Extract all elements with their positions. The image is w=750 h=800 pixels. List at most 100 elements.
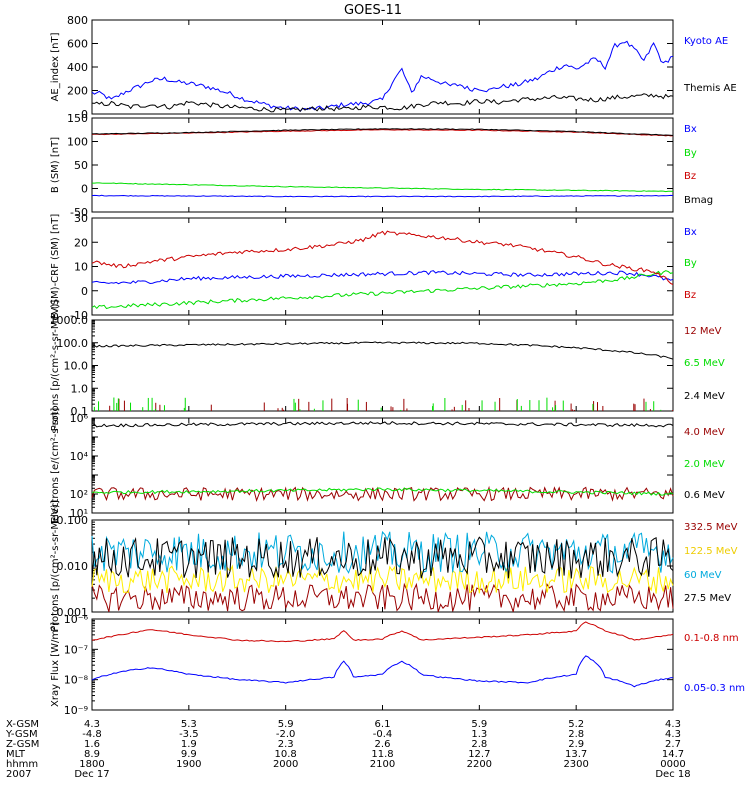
ephem-cell: Dec 17 <box>74 769 109 780</box>
ytick-label: 0 <box>81 108 88 121</box>
ytick-label: 0.100 <box>57 514 89 527</box>
ephem-cell: 5.9 <box>471 719 487 730</box>
ytick-label: -10 <box>70 309 88 322</box>
legend-protons2-0: 332.5 MeV <box>684 522 738 533</box>
ytick-label: 400 <box>67 61 88 74</box>
ytick-label: 10⁴ <box>70 450 89 463</box>
ytick-label: 800 <box>67 14 88 27</box>
ephemeris-table: X-GSMY-GSMZ-GSMMLThhmm20074.3-4.81.68.91… <box>5 719 691 780</box>
ephem-cell: 1900 <box>176 759 201 770</box>
legend-bcrf-2: Bz <box>684 290 696 301</box>
ephem-cell: 2300 <box>563 759 588 770</box>
axes-frame-protons1 <box>91 319 674 412</box>
ephem-cell: 2.7 <box>665 739 681 750</box>
ephem-cell: Dec 18 <box>655 769 690 780</box>
ytick-label: 10⁻⁶ <box>64 613 89 626</box>
ephem-cell: 14.7 <box>662 749 684 760</box>
ylabel-electrons: Electrons [e/(cm²-s-sr)] <box>50 408 61 524</box>
ephem-cell: 9.9 <box>181 749 197 760</box>
ephem-cell: 1.9 <box>181 739 197 750</box>
ephem-cell: 5.3 <box>181 719 197 730</box>
legend-bsm-0: Bx <box>684 124 697 135</box>
ephem-row-label: Y-GSM <box>5 729 38 740</box>
ylabel-protons1: Protons [p/(cm²-s-sr-MeV)] <box>50 300 61 432</box>
ytick-label: 0.010 <box>57 560 89 573</box>
ytick-label: 600 <box>67 38 88 51</box>
ytick-label: 0 <box>81 183 88 196</box>
ytick-label: 10⁶ <box>70 412 89 425</box>
series-protons2-3325mev <box>91 582 674 613</box>
ytick-label: 0 <box>81 285 88 298</box>
ytick-label: 30 <box>74 212 88 225</box>
series-electrons-40mev <box>91 485 674 503</box>
ytick-label: 10⁻⁷ <box>64 643 88 656</box>
ephem-cell: 2.8 <box>471 739 487 750</box>
legend-protons2-3: 27.5 MeV <box>684 593 731 604</box>
ephem-cell: 5.9 <box>278 719 294 730</box>
ephem-cell: 10.8 <box>275 749 297 760</box>
ephem-cell: 0000 <box>660 759 685 770</box>
ytick-label: 0.1 <box>71 405 89 418</box>
legend-protons1-2: 2.4 MeV <box>684 391 725 402</box>
legend-electrons-0: 4.0 MeV <box>684 427 725 438</box>
ephem-cell: 13.7 <box>565 749 587 760</box>
series-electrons-20mev <box>91 487 674 496</box>
series-protons1-24mev <box>91 341 674 360</box>
ephem-cell: 5.2 <box>568 719 584 730</box>
ephem-cell: 2.3 <box>278 739 294 750</box>
ephem-cell: 4.3 <box>84 719 100 730</box>
ephem-cell: -3.5 <box>179 729 199 740</box>
ytick-label: 150 <box>67 112 88 125</box>
ephem-row-label: MLT <box>6 749 26 760</box>
ephem-cell: -0.4 <box>373 729 393 740</box>
legend-electrons-1: 2.0 MeV <box>684 459 725 470</box>
legend-protons2-1: 122.5 MeV <box>684 546 738 557</box>
ephem-cell: 2.9 <box>568 739 584 750</box>
series-ae-kyotoae <box>91 40 674 113</box>
ytick-label: 100 <box>67 136 88 149</box>
ephem-cell: -4.8 <box>82 729 102 740</box>
ylabel-xray: Xray Flux [W/m²] <box>50 622 61 707</box>
legend-bcrf-0: Bx <box>684 227 697 238</box>
legend-electrons-2: 0.6 MeV <box>684 490 725 501</box>
legend-bcrf-1: By <box>684 258 697 269</box>
series-bcrf-by <box>91 270 674 310</box>
ephem-row-label: 2007 <box>6 769 31 780</box>
legend-protons1-0: 12 MeV <box>684 326 722 337</box>
ytick-label: -50 <box>70 206 88 219</box>
series-bsm-bmag <box>91 128 674 136</box>
series-bcrf-bz <box>91 230 674 285</box>
ephem-row-label: Z-GSM <box>6 739 39 750</box>
series-protons2-275mev <box>91 536 674 579</box>
ephem-cell: 11.8 <box>371 749 393 760</box>
ephem-cell: 2.6 <box>375 739 391 750</box>
series-bsm-bx <box>91 194 674 198</box>
axes-frame-bcrf <box>91 217 674 316</box>
legend-xray-0: 0.1-0.8 nm <box>684 633 739 644</box>
ephem-cell: 6.1 <box>375 719 391 730</box>
ytick-label: 100.0 <box>57 337 89 350</box>
series-bcrf-bx <box>91 270 674 285</box>
ytick-label: 200 <box>67 85 88 98</box>
panel-electrons: 10¹ 10² 10⁴ 10⁶ Electrons [e/(cm²-s-sr)] 4.0 … <box>50 408 725 524</box>
ephem-cell: 2000 <box>273 759 298 770</box>
legend-protons2-2: 60 MeV <box>684 570 722 581</box>
ytick-label: 10.0 <box>64 360 89 373</box>
series-electrons-06mev <box>91 420 674 428</box>
legend-bsm-3: Bmag <box>684 195 713 206</box>
ytick-label: 50 <box>74 159 88 172</box>
ephem-cell: 12.7 <box>468 749 490 760</box>
ephem-row-label: X-GSM <box>6 719 39 730</box>
ytick-label: 10⁻⁹ <box>64 704 88 717</box>
series-xray-0108nm <box>91 621 674 643</box>
ephem-cell: 1.3 <box>471 729 487 740</box>
ephem-cell: 2100 <box>370 759 395 770</box>
ephem-cell: 4.3 <box>665 729 681 740</box>
ytick-label: 10¹ <box>70 507 88 520</box>
legend-protons1-1: 6.5 MeV <box>684 358 725 369</box>
figure-title: GOES-11 <box>344 3 402 18</box>
